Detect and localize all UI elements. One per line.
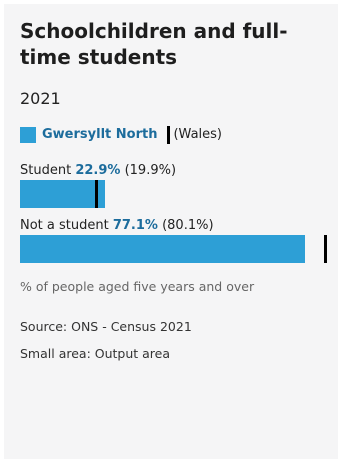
- legend-comparison-label: (Wales): [173, 127, 222, 142]
- bar-student: [20, 180, 105, 208]
- category-label: Not a student: [20, 218, 109, 233]
- chart-year: 2021: [20, 89, 61, 108]
- legend: Gwersyllt North (Wales): [20, 126, 222, 144]
- category-label: Student: [20, 163, 72, 178]
- row-label-student: Student 22.9% (19.9%): [20, 162, 176, 179]
- legend-swatch-area: [20, 127, 36, 143]
- small-area-text: Small area: Output area: [20, 346, 171, 361]
- area-value-label: 22.9%: [75, 163, 121, 178]
- chart-card: Schoolchildren and full-time students 20…: [4, 4, 338, 459]
- legend-comparison-marker: [167, 126, 171, 144]
- chart-title: Schoolchildren and full-time students: [20, 19, 288, 69]
- bar-track-student: [20, 180, 316, 208]
- unit-note: % of people aged five years and over: [20, 279, 255, 294]
- source-text: Source: ONS - Census 2021: [20, 319, 192, 334]
- comparison-marker-student: [94, 180, 98, 208]
- legend-area-label: Gwersyllt North: [42, 127, 158, 142]
- comparison-value-label: (19.9%): [124, 163, 177, 178]
- bar-not-a-student: [20, 235, 305, 263]
- bar-track-not-a-student: [20, 235, 327, 263]
- area-value-label: 77.1%: [112, 218, 158, 233]
- comparison-value-label: (80.1%): [162, 218, 214, 233]
- row-label-not-a-student: Not a student 77.1% (80.1%): [20, 217, 214, 234]
- comparison-marker-not-a-student: [324, 235, 327, 263]
